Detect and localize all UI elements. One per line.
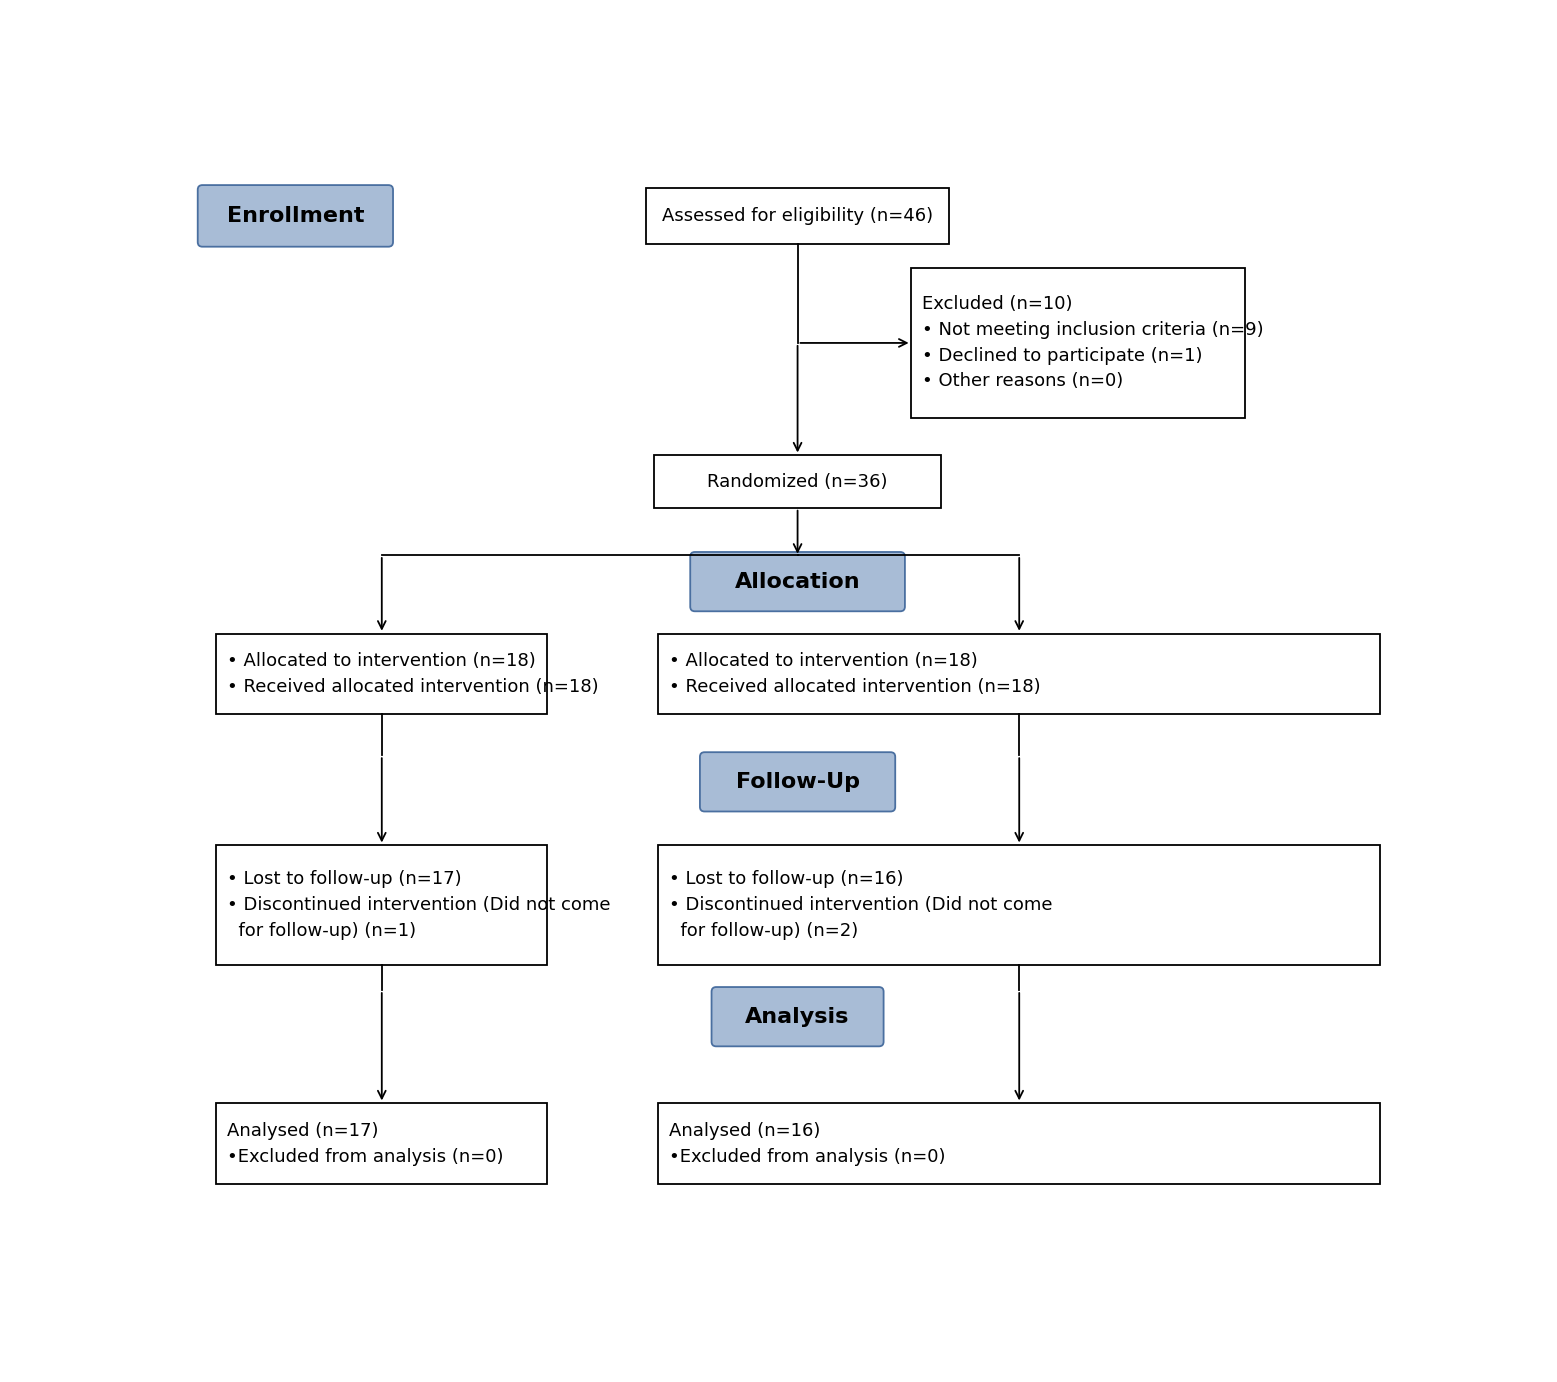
FancyBboxPatch shape bbox=[659, 633, 1381, 714]
Text: Analysed (n=17)
•Excluded from analysis (n=0): Analysed (n=17) •Excluded from analysis … bbox=[227, 1122, 503, 1165]
Text: Allocation: Allocation bbox=[735, 572, 861, 591]
FancyBboxPatch shape bbox=[198, 185, 392, 247]
Text: Assessed for eligibility (n=46): Assessed for eligibility (n=46) bbox=[662, 207, 933, 225]
Text: Follow-Up: Follow-Up bbox=[735, 771, 859, 792]
Text: • Allocated to intervention (n=18)
• Received allocated intervention (n=18): • Allocated to intervention (n=18) • Rec… bbox=[670, 652, 1040, 697]
FancyBboxPatch shape bbox=[216, 633, 547, 714]
FancyBboxPatch shape bbox=[659, 846, 1381, 965]
Text: Analysis: Analysis bbox=[746, 1006, 850, 1027]
FancyBboxPatch shape bbox=[701, 752, 895, 811]
Text: Analysed (n=16)
•Excluded from analysis (n=0): Analysed (n=16) •Excluded from analysis … bbox=[670, 1122, 945, 1165]
FancyBboxPatch shape bbox=[659, 1103, 1381, 1184]
Text: Enrollment: Enrollment bbox=[227, 206, 364, 225]
FancyBboxPatch shape bbox=[216, 846, 547, 965]
Text: • Lost to follow-up (n=16)
• Discontinued intervention (Did not come
  for follo: • Lost to follow-up (n=16) • Discontinue… bbox=[670, 871, 1053, 940]
FancyBboxPatch shape bbox=[646, 188, 948, 243]
FancyBboxPatch shape bbox=[216, 1103, 547, 1184]
FancyBboxPatch shape bbox=[654, 455, 940, 507]
Text: • Allocated to intervention (n=18)
• Received allocated intervention (n=18): • Allocated to intervention (n=18) • Rec… bbox=[227, 652, 599, 697]
FancyBboxPatch shape bbox=[911, 268, 1244, 417]
Text: Randomized (n=36): Randomized (n=36) bbox=[707, 473, 887, 491]
Text: Excluded (n=10)
• Not meeting inclusion criteria (n=9)
• Declined to participate: Excluded (n=10) • Not meeting inclusion … bbox=[922, 296, 1264, 391]
FancyBboxPatch shape bbox=[712, 987, 884, 1046]
Text: • Lost to follow-up (n=17)
• Discontinued intervention (Did not come
  for follo: • Lost to follow-up (n=17) • Discontinue… bbox=[227, 871, 610, 940]
FancyBboxPatch shape bbox=[690, 551, 905, 611]
